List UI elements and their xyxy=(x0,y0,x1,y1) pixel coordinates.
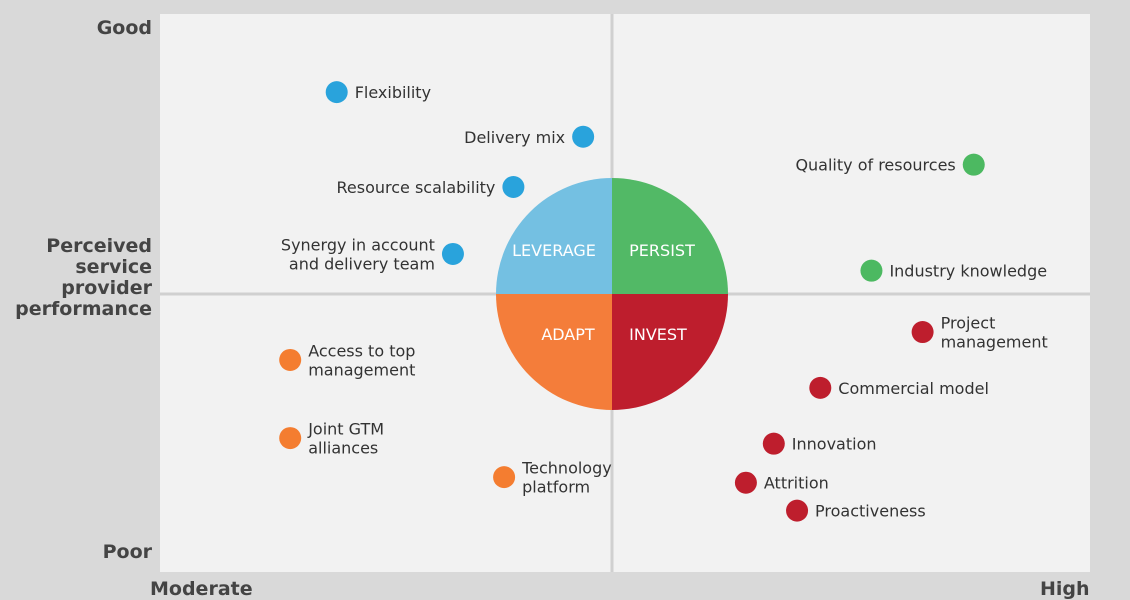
data-point xyxy=(762,432,785,455)
data-point-label: Technology platform xyxy=(521,459,612,497)
data-point-label: Synergy in account and delivery team xyxy=(281,235,435,273)
data-point-label: Quality of resources xyxy=(795,156,955,175)
data-points: Flexibility Delivery mix Resource scalabil… xyxy=(279,81,1048,522)
y-axis-label: Perceived service provider performance xyxy=(15,235,152,320)
data-point xyxy=(572,125,595,148)
data-point-label: Delivery mix xyxy=(464,128,565,147)
data-point-label: Flexibility xyxy=(355,83,431,102)
quadrant-persist xyxy=(612,178,728,294)
y-tick-poor: Poor xyxy=(102,541,152,563)
y-tick-good: Good xyxy=(96,17,152,39)
x-tick-high: High xyxy=(1040,578,1090,600)
data-point xyxy=(279,348,302,371)
quadrant-adapt xyxy=(496,294,612,410)
quadrant-label-invest: INVEST xyxy=(629,325,687,344)
data-point xyxy=(860,259,883,282)
data-point-label: Innovation xyxy=(792,435,877,454)
data-point-label: Project management xyxy=(941,314,1048,352)
data-point xyxy=(279,427,302,450)
data-point xyxy=(493,466,516,489)
data-point xyxy=(502,175,525,198)
quadrant-label-persist: PERSIST xyxy=(629,241,695,260)
quadrant-invest xyxy=(612,294,728,410)
quadrant-label-adapt: ADAPT xyxy=(541,325,595,344)
data-point-label: Commercial model xyxy=(838,379,989,398)
x-tick-moderate: Moderate xyxy=(150,578,253,600)
data-point xyxy=(962,153,985,176)
data-point-label: Proactiveness xyxy=(815,502,926,521)
data-point xyxy=(911,321,934,344)
quadrant-circle: LEVERAGE PERSIST ADAPT INVEST xyxy=(496,178,728,410)
data-point-label: Resource scalability xyxy=(337,178,496,197)
data-point-label: Attrition xyxy=(764,474,829,493)
data-point xyxy=(441,242,464,265)
quadrant-leverage xyxy=(496,178,612,294)
data-point-label: Joint GTM alliances xyxy=(307,420,384,458)
data-point xyxy=(325,81,348,104)
data-point-label: Access to top management xyxy=(308,341,415,379)
data-point xyxy=(809,376,832,399)
quadrant-label-leverage: LEVERAGE xyxy=(512,241,596,260)
data-point xyxy=(734,471,757,494)
data-point xyxy=(786,499,809,522)
data-point-label: Industry knowledge xyxy=(889,262,1047,281)
